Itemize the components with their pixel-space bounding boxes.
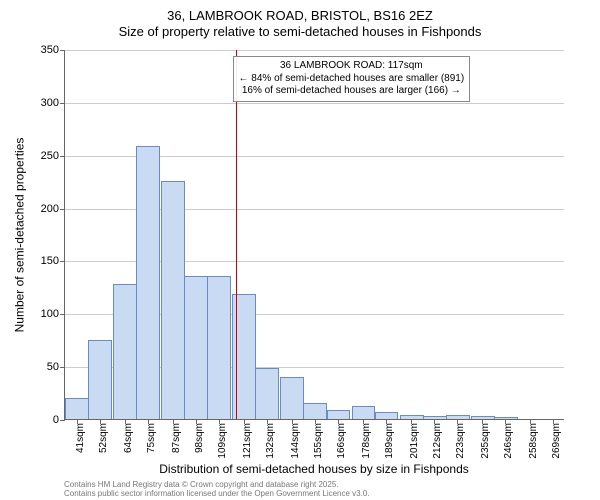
xtick-label: 132sqm <box>265 423 276 459</box>
x-axis-label: Distribution of semi-detached houses by … <box>64 462 564 476</box>
ytick-label: 100 <box>41 308 59 320</box>
xtick-label: 246sqm <box>503 423 514 459</box>
ytick-label: 300 <box>41 97 59 109</box>
xtick-label: 75sqm <box>146 423 157 453</box>
annotation-box: 36 LAMBROOK ROAD: 117sqm ← 84% of semi-d… <box>233 56 471 102</box>
xtick-label: 109sqm <box>217 423 228 459</box>
xtick-label: 98sqm <box>194 423 205 453</box>
title-line-1: 36, LAMBROOK ROAD, BRISTOL, BS16 2EZ <box>0 8 600 23</box>
ytick-mark <box>60 367 65 368</box>
ytick-mark <box>60 261 65 262</box>
xtick-label: 155sqm <box>313 423 324 459</box>
xtick-label: 166sqm <box>336 423 347 459</box>
xtick-label: 223sqm <box>455 423 466 459</box>
plot-area: 36 LAMBROOK ROAD: 117sqm ← 84% of semi-d… <box>64 50 564 420</box>
y-axis-label: Number of semi-detached properties <box>12 50 26 420</box>
histogram-bar <box>280 377 304 419</box>
histogram-bar <box>494 417 518 419</box>
gridline <box>65 103 564 104</box>
xtick-label: 64sqm <box>123 423 134 453</box>
gridline <box>65 50 564 51</box>
xtick-label: 189sqm <box>384 423 395 459</box>
histogram-bar <box>136 146 160 419</box>
xtick-label: 41sqm <box>75 423 86 453</box>
ytick-mark <box>60 420 65 421</box>
title-line-2: Size of property relative to semi-detach… <box>0 24 600 39</box>
xtick-label: 144sqm <box>290 423 301 459</box>
histogram-bar <box>471 416 495 419</box>
ytick-mark <box>60 314 65 315</box>
histogram-bar <box>446 415 470 419</box>
histogram-bar <box>375 412 399 419</box>
ytick-mark <box>60 103 65 104</box>
histogram-bar <box>207 276 231 419</box>
annotation-line-3: 16% of semi-detached houses are larger (… <box>239 85 465 98</box>
histogram-bar <box>113 284 137 419</box>
chart-title: 36, LAMBROOK ROAD, BRISTOL, BS16 2EZ Siz… <box>0 8 600 39</box>
ytick-label: 200 <box>41 203 59 215</box>
credits-line-2: Contains public sector information licen… <box>64 489 564 498</box>
xtick-label: 269sqm <box>551 423 562 459</box>
ytick-mark <box>60 209 65 210</box>
ytick-label: 250 <box>41 150 59 162</box>
ytick-label: 350 <box>41 44 59 56</box>
chart-container: 36, LAMBROOK ROAD, BRISTOL, BS16 2EZ Siz… <box>0 0 600 500</box>
xtick-label: 121sqm <box>242 423 253 459</box>
annotation-line-2: ← 84% of semi-detached houses are smalle… <box>239 73 465 86</box>
histogram-bar <box>352 406 376 419</box>
annotation-line-1: 36 LAMBROOK ROAD: 117sqm <box>239 60 465 73</box>
ytick-mark <box>60 156 65 157</box>
xtick-label: 235sqm <box>480 423 491 459</box>
histogram-bar <box>303 403 327 419</box>
ytick-label: 0 <box>53 414 59 426</box>
reference-line <box>236 50 237 419</box>
xtick-label: 52sqm <box>98 423 109 453</box>
xtick-label: 258sqm <box>528 423 539 459</box>
histogram-bar <box>327 410 351 420</box>
credits-line-1: Contains HM Land Registry data © Crown c… <box>64 480 564 489</box>
xtick-label: 212sqm <box>432 423 443 459</box>
histogram-bar <box>65 398 89 419</box>
xtick-label: 87sqm <box>171 423 182 453</box>
histogram-bar <box>400 415 424 419</box>
xtick-label: 201sqm <box>409 423 420 459</box>
credits: Contains HM Land Registry data © Crown c… <box>64 480 564 498</box>
ytick-mark <box>60 50 65 51</box>
histogram-bar <box>423 416 447 419</box>
ytick-label: 50 <box>47 361 59 373</box>
ytick-label: 150 <box>41 255 59 267</box>
histogram-bar <box>255 368 279 419</box>
histogram-bar <box>88 340 112 419</box>
xtick-label: 178sqm <box>361 423 372 459</box>
histogram-bar <box>161 181 185 419</box>
histogram-bar <box>184 276 208 419</box>
